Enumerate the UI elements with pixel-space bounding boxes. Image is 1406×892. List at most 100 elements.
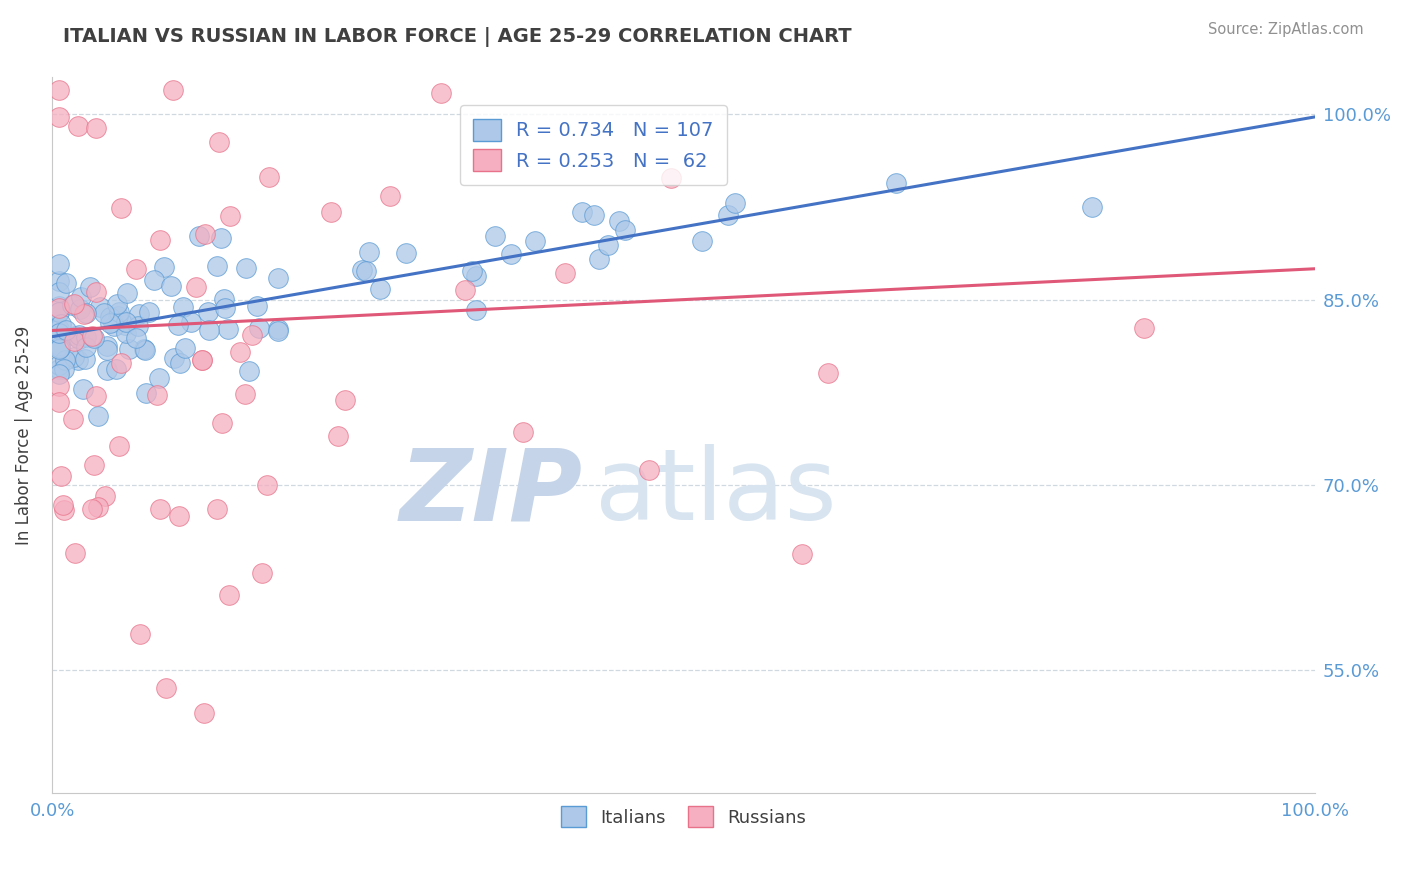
- Point: [333, 392, 356, 407]
- Text: Source: ZipAtlas.com: Source: ZipAtlas.com: [1208, 22, 1364, 37]
- Point: [75, 352, 97, 367]
- Point: [465, 269, 488, 284]
- Point: [149, 502, 172, 516]
- Point: [155, 681, 177, 696]
- Point: [359, 244, 381, 259]
- Point: [266, 270, 288, 285]
- Point: [48, 305, 70, 319]
- Point: [484, 228, 506, 243]
- Point: [63, 328, 86, 343]
- Point: [48, 367, 70, 381]
- Point: [75, 305, 97, 319]
- Point: [125, 262, 148, 277]
- Point: [84, 389, 107, 403]
- Point: [118, 343, 141, 357]
- Point: [104, 361, 127, 376]
- Legend: Italians, Russians: Italians, Russians: [554, 799, 814, 834]
- Point: [48, 257, 70, 271]
- Point: [724, 196, 747, 211]
- Point: [321, 204, 343, 219]
- Point: [87, 409, 110, 424]
- Point: [101, 315, 124, 329]
- Point: [661, 171, 683, 186]
- Point: [554, 266, 576, 280]
- Point: [48, 274, 70, 288]
- Point: [191, 352, 214, 367]
- Point: [186, 280, 208, 294]
- Point: [638, 463, 661, 477]
- Point: [93, 306, 115, 320]
- Point: [110, 356, 132, 370]
- Point: [128, 307, 150, 321]
- Point: [233, 387, 256, 401]
- Point: [149, 233, 172, 247]
- Point: [717, 208, 740, 222]
- Point: [52, 503, 75, 517]
- Point: [63, 350, 86, 364]
- Point: [103, 319, 125, 334]
- Point: [146, 387, 169, 401]
- Point: [89, 300, 111, 314]
- Point: [790, 547, 813, 561]
- Point: [193, 706, 215, 720]
- Point: [350, 263, 373, 277]
- Point: [52, 361, 75, 376]
- Point: [127, 318, 149, 333]
- Point: [356, 263, 378, 277]
- Point: [115, 326, 138, 341]
- Point: [218, 209, 240, 223]
- Point: [98, 317, 121, 331]
- Point: [66, 119, 89, 133]
- Point: [48, 395, 70, 409]
- Point: [172, 300, 194, 314]
- Point: [48, 358, 70, 372]
- Point: [250, 566, 273, 580]
- Point: [499, 247, 522, 261]
- Point: [207, 259, 229, 273]
- Point: [588, 252, 610, 266]
- Point: [69, 302, 91, 317]
- Point: [83, 330, 105, 344]
- Point: [86, 120, 108, 135]
- Point: [63, 546, 86, 560]
- Point: [461, 264, 484, 278]
- Point: [167, 508, 190, 523]
- Point: [114, 315, 136, 329]
- Point: [245, 299, 267, 313]
- Point: [49, 341, 72, 355]
- Point: [162, 83, 184, 97]
- Point: [380, 189, 402, 203]
- Point: [188, 228, 211, 243]
- Point: [62, 296, 84, 310]
- Point: [48, 378, 70, 392]
- Point: [83, 458, 105, 472]
- Point: [53, 353, 76, 368]
- Point: [207, 136, 229, 150]
- Point: [240, 327, 263, 342]
- Point: [96, 362, 118, 376]
- Point: [267, 322, 290, 336]
- Point: [48, 299, 70, 313]
- Point: [211, 417, 233, 431]
- Point: [62, 412, 84, 426]
- Point: [98, 310, 121, 325]
- Point: [153, 260, 176, 274]
- Point: [143, 273, 166, 287]
- Point: [49, 338, 72, 352]
- Point: [160, 278, 183, 293]
- Point: [571, 205, 593, 219]
- Point: [259, 170, 281, 185]
- Point: [135, 386, 157, 401]
- Point: [218, 588, 240, 602]
- Point: [55, 277, 77, 291]
- Point: [114, 318, 136, 332]
- Point: [523, 234, 546, 248]
- Point: [134, 342, 156, 356]
- Point: [105, 297, 128, 311]
- Point: [107, 309, 129, 323]
- Point: [583, 208, 606, 222]
- Point: [96, 343, 118, 358]
- Point: [194, 227, 217, 241]
- Text: atlas: atlas: [595, 444, 837, 541]
- Point: [198, 323, 221, 337]
